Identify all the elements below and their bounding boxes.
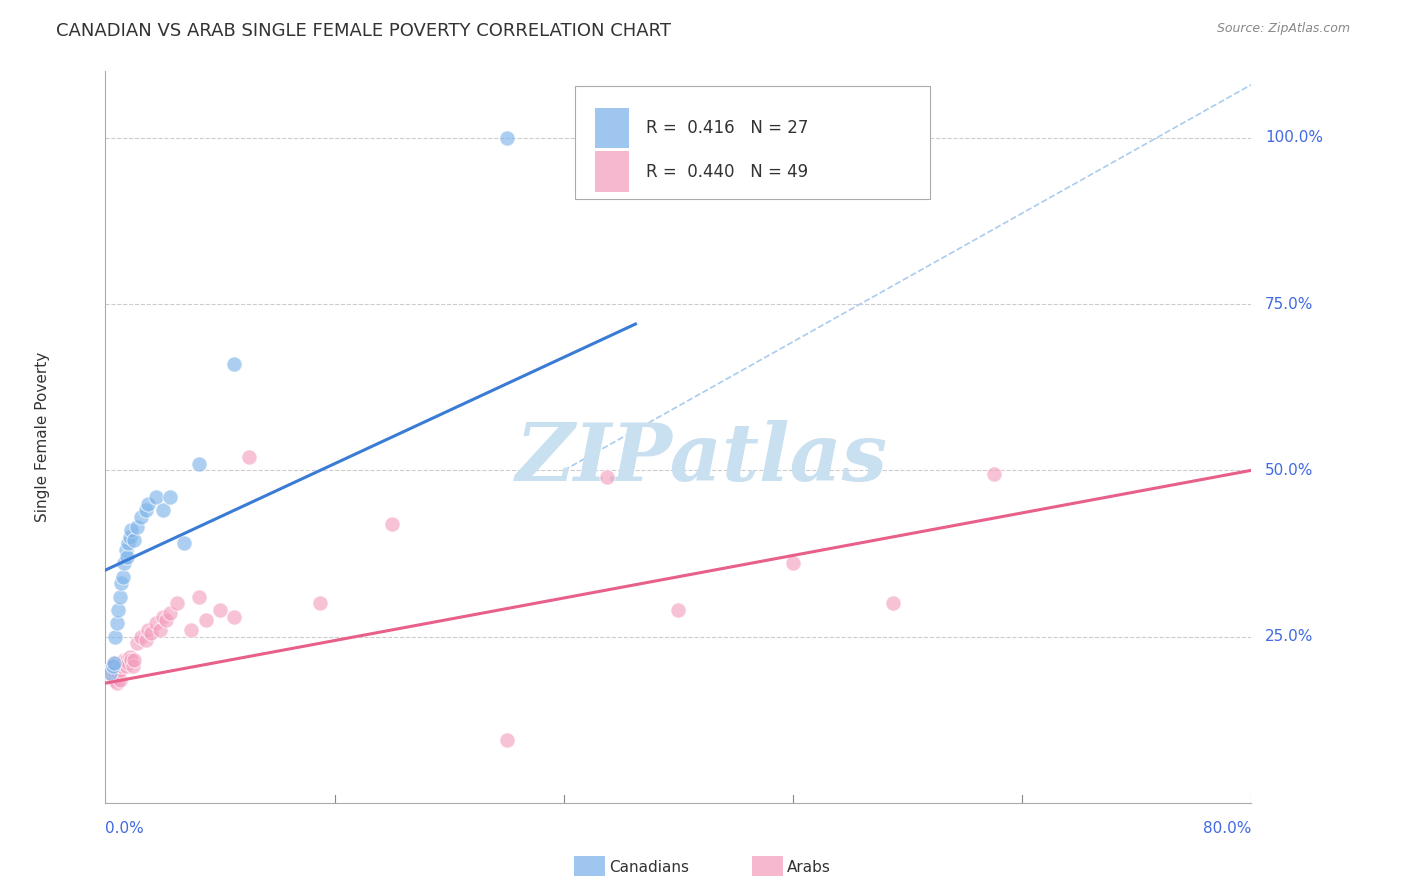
Point bbox=[149, 623, 172, 637]
Point bbox=[104, 630, 127, 644]
Point bbox=[107, 666, 129, 681]
Point bbox=[98, 663, 121, 677]
Point bbox=[114, 543, 136, 558]
Point bbox=[145, 616, 167, 631]
FancyBboxPatch shape bbox=[575, 86, 931, 200]
Point bbox=[882, 596, 904, 610]
Point bbox=[125, 520, 148, 534]
FancyBboxPatch shape bbox=[595, 108, 628, 148]
Text: 75.0%: 75.0% bbox=[1265, 297, 1313, 311]
Point bbox=[120, 523, 142, 537]
Point bbox=[97, 666, 120, 681]
Point bbox=[129, 630, 152, 644]
Text: Arabs: Arabs bbox=[787, 860, 831, 874]
Point bbox=[107, 603, 129, 617]
Point bbox=[125, 636, 148, 650]
Point bbox=[103, 673, 125, 687]
Text: 80.0%: 80.0% bbox=[1204, 821, 1251, 836]
Point bbox=[98, 666, 121, 681]
Point bbox=[135, 503, 157, 517]
Point bbox=[117, 536, 139, 550]
Point bbox=[108, 590, 131, 604]
Point bbox=[135, 632, 157, 647]
Point bbox=[159, 490, 181, 504]
Point bbox=[122, 653, 145, 667]
Point bbox=[122, 533, 145, 548]
Point bbox=[152, 503, 174, 517]
Point bbox=[117, 656, 139, 670]
Point bbox=[115, 653, 138, 667]
Point bbox=[101, 659, 124, 673]
Point bbox=[138, 497, 160, 511]
Point bbox=[101, 669, 124, 683]
Point bbox=[105, 663, 128, 677]
Point bbox=[104, 666, 127, 681]
Text: R =  0.440   N = 49: R = 0.440 N = 49 bbox=[647, 162, 808, 180]
Point bbox=[121, 659, 143, 673]
Point bbox=[187, 590, 209, 604]
Text: Canadians: Canadians bbox=[609, 860, 689, 874]
Text: 50.0%: 50.0% bbox=[1265, 463, 1313, 478]
Point bbox=[194, 613, 217, 627]
Point bbox=[105, 616, 128, 631]
Text: 0.0%: 0.0% bbox=[105, 821, 145, 836]
Point bbox=[983, 467, 1005, 481]
Point bbox=[495, 131, 517, 145]
Point bbox=[108, 673, 131, 687]
Point bbox=[104, 656, 127, 670]
Point bbox=[118, 649, 141, 664]
Point bbox=[103, 663, 125, 677]
Point bbox=[166, 596, 188, 610]
Point bbox=[155, 613, 177, 627]
Point bbox=[152, 609, 174, 624]
Text: CANADIAN VS ARAB SINGLE FEMALE POVERTY CORRELATION CHART: CANADIAN VS ARAB SINGLE FEMALE POVERTY C… bbox=[56, 22, 671, 40]
Point bbox=[100, 666, 122, 681]
Point bbox=[105, 676, 128, 690]
Point bbox=[108, 663, 131, 677]
Point bbox=[112, 653, 135, 667]
Point bbox=[120, 653, 142, 667]
Point bbox=[238, 450, 260, 464]
Point bbox=[103, 656, 125, 670]
Point bbox=[180, 623, 202, 637]
Point bbox=[111, 570, 134, 584]
Point bbox=[129, 509, 152, 524]
Point bbox=[115, 549, 138, 564]
Text: R =  0.416   N = 27: R = 0.416 N = 27 bbox=[647, 119, 808, 136]
Text: 25.0%: 25.0% bbox=[1265, 629, 1313, 644]
Point bbox=[173, 536, 195, 550]
Point bbox=[138, 623, 160, 637]
Text: Source: ZipAtlas.com: Source: ZipAtlas.com bbox=[1216, 22, 1350, 36]
Point bbox=[666, 603, 689, 617]
Point bbox=[118, 530, 141, 544]
Point bbox=[145, 490, 167, 504]
Text: 100.0%: 100.0% bbox=[1265, 130, 1323, 145]
Point bbox=[110, 576, 132, 591]
Text: ZIPatlas: ZIPatlas bbox=[515, 420, 887, 498]
Point bbox=[187, 457, 209, 471]
Point bbox=[208, 603, 231, 617]
Point bbox=[309, 596, 332, 610]
Point bbox=[112, 557, 135, 571]
Point bbox=[495, 732, 517, 747]
Point bbox=[381, 516, 404, 531]
Point bbox=[782, 557, 804, 571]
FancyBboxPatch shape bbox=[595, 152, 628, 192]
Point bbox=[159, 607, 181, 621]
Point bbox=[110, 659, 132, 673]
Point bbox=[101, 659, 124, 673]
Point bbox=[114, 659, 136, 673]
Point bbox=[224, 609, 246, 624]
Point bbox=[111, 656, 134, 670]
Point bbox=[596, 470, 619, 484]
Point bbox=[224, 357, 246, 371]
Point bbox=[141, 626, 163, 640]
Text: Single Female Poverty: Single Female Poverty bbox=[35, 352, 51, 522]
